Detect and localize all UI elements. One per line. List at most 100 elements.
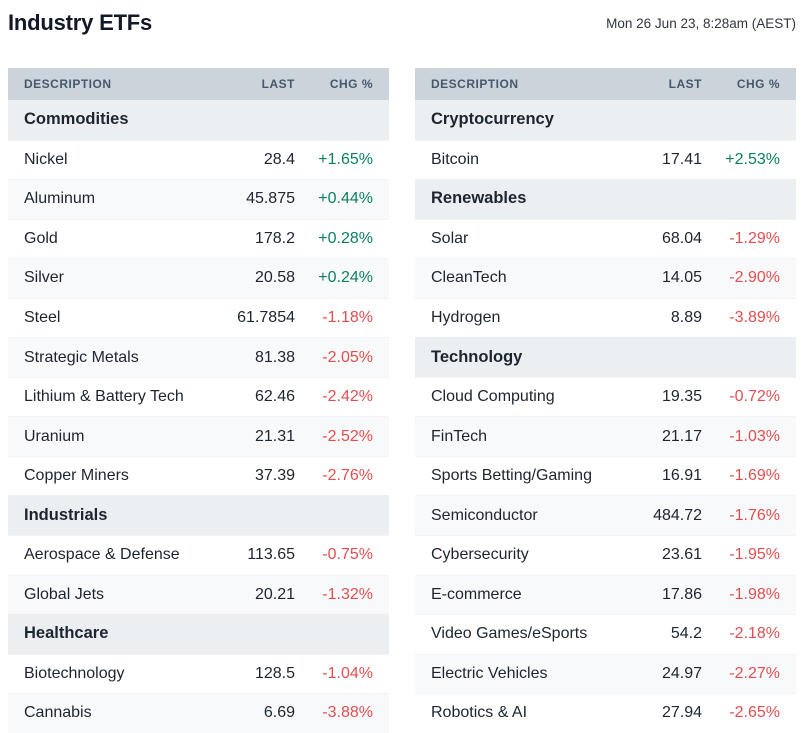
- category-row: Healthcare: [8, 614, 389, 654]
- etf-name: CleanTech: [431, 269, 507, 287]
- category-row: Cryptocurrency: [415, 100, 796, 140]
- category-label: Commodities: [24, 110, 129, 129]
- etf-name: Strategic Metals: [24, 348, 139, 366]
- etf-last: 28.4: [263, 150, 295, 168]
- etf-change: +0.44%: [318, 190, 373, 208]
- etf-row: E-commerce 17.86 -1.98%: [415, 574, 796, 615]
- etf-change: -1.32%: [322, 585, 373, 603]
- category-label: Healthcare: [24, 624, 109, 643]
- etf-last: 37.39: [254, 467, 295, 485]
- etf-change: -1.76%: [729, 506, 780, 524]
- etf-change: -2.27%: [729, 664, 780, 682]
- etf-row: Bitcoin 17.41 +2.53%: [415, 139, 796, 180]
- etf-row: Strategic Metals 81.38 -2.05%: [8, 337, 389, 377]
- etf-row: Global Jets 20.21 -1.32%: [8, 574, 389, 615]
- category-label: Renewables: [431, 189, 527, 208]
- col-header-last: LAST: [668, 77, 702, 91]
- etf-last: 62.46: [254, 388, 295, 406]
- etf-name: Solar: [431, 229, 469, 247]
- etf-last: 61.7854: [237, 309, 295, 326]
- etf-change: +0.28%: [318, 229, 373, 247]
- page-title: Industry ETFs: [8, 10, 153, 35]
- etf-name: Global Jets: [24, 585, 105, 603]
- topbar: Industry ETFs Mon 26 Jun 23, 8:28am (AES…: [0, 0, 804, 40]
- etf-last: 6.69: [263, 704, 295, 722]
- etf-last: 68.04: [661, 229, 702, 247]
- etf-last: 8.89: [670, 309, 702, 326]
- etf-row: CleanTech 14.05 -2.90%: [415, 258, 796, 298]
- etf-name: Copper Miners: [24, 467, 129, 485]
- etf-name: Semiconductor: [431, 506, 538, 524]
- etf-last: 21.31: [254, 427, 295, 445]
- etf-name: Lithium & Battery Tech: [24, 388, 184, 406]
- etf-row: Gold 178.2 +0.28%: [8, 218, 389, 259]
- etf-name: Bitcoin: [431, 150, 480, 168]
- etf-name: Cybersecurity: [431, 546, 529, 564]
- etf-name: FinTech: [431, 427, 488, 445]
- etf-name: Biotechnology: [24, 664, 125, 682]
- etf-row: Uranium 21.31 -2.52%: [8, 416, 389, 456]
- etf-last: 20.21: [254, 585, 295, 603]
- etf-row: Aluminum 45.875 +0.44%: [8, 179, 389, 219]
- etf-last: 128.5: [254, 664, 295, 682]
- etf-name: Electric Vehicles: [431, 664, 548, 682]
- etf-last: 54.2: [670, 625, 702, 643]
- etf-last: 14.05: [661, 269, 702, 287]
- etf-table-right: DESCRIPTION LAST CHG % Cryptocurrency Bitcoi…: [415, 68, 796, 733]
- etf-change: -2.42%: [322, 388, 373, 406]
- etf-row: Nickel 28.4 +1.65%: [8, 139, 389, 180]
- etf-change: -0.75%: [322, 546, 373, 564]
- category-label: Cryptocurrency: [431, 110, 554, 129]
- etf-row: Aerospace & Defense 113.65 -0.75%: [8, 535, 389, 575]
- etf-change: -2.76%: [322, 467, 373, 485]
- category-row: Renewables: [415, 179, 796, 219]
- col-header-chg: CHG %: [329, 77, 373, 91]
- etf-row: FinTech 21.17 -1.03%: [415, 416, 796, 456]
- etf-name: Robotics & AI: [431, 704, 528, 722]
- tables-container: DESCRIPTION LAST CHG % Commodities Nickel 28.…: [8, 68, 796, 733]
- etf-change: -1.98%: [729, 585, 780, 603]
- etf-change: -2.90%: [729, 269, 780, 287]
- etf-change: -2.52%: [322, 427, 373, 445]
- etf-change: -2.18%: [729, 625, 780, 643]
- etf-last: 20.58: [254, 269, 295, 287]
- etf-change: +2.53%: [725, 150, 780, 168]
- etf-name: Uranium: [24, 427, 85, 445]
- etf-name: Cloud Computing: [431, 388, 555, 406]
- timestamp: Mon 26 Jun 23, 8:28am (AEST): [606, 15, 796, 31]
- etf-change: -2.65%: [729, 704, 780, 722]
- etf-row: Cloud Computing 19.35 -0.72%: [415, 376, 796, 417]
- etf-name: Silver: [24, 269, 65, 287]
- etf-change: -3.89%: [729, 309, 780, 326]
- etf-row: Silver 20.58 +0.24%: [8, 258, 389, 298]
- etf-name: Gold: [24, 229, 58, 247]
- etf-row: Electric Vehicles 24.97 -2.27%: [415, 653, 796, 694]
- etf-change: -1.03%: [729, 427, 780, 445]
- etf-last: 19.35: [661, 388, 702, 406]
- etf-change: +1.65%: [318, 150, 373, 168]
- etf-change: -1.18%: [322, 309, 373, 326]
- etf-row: Semiconductor 484.72 -1.76%: [415, 495, 796, 536]
- etf-change: -1.69%: [729, 467, 780, 485]
- etf-row: Robotics & AI 27.94 -2.65%: [415, 693, 796, 733]
- etf-last: 16.91: [661, 467, 702, 485]
- etf-last: 484.72: [653, 506, 702, 524]
- etf-row: Hydrogen 8.89 -3.89%: [415, 297, 796, 338]
- etf-last: 45.875: [246, 190, 295, 208]
- col-header-last: LAST: [261, 77, 295, 91]
- etf-row: Cannabis 6.69 -3.88%: [8, 693, 389, 733]
- etf-name: Aluminum: [24, 190, 96, 208]
- etf-row: Lithium & Battery Tech 62.46 -2.42%: [8, 376, 389, 417]
- etf-name: Steel: [24, 309, 61, 326]
- etf-last: 17.86: [661, 585, 702, 603]
- etf-row: Copper Miners 37.39 -2.76%: [8, 455, 389, 496]
- etf-change: -1.04%: [322, 664, 373, 682]
- etf-name: E-commerce: [431, 585, 522, 603]
- etf-last: 27.94: [661, 704, 702, 722]
- etf-change: -2.05%: [322, 348, 373, 366]
- etf-last: 17.41: [661, 150, 702, 168]
- etf-name: Video Games/eSports: [431, 625, 588, 643]
- etf-change: -3.88%: [322, 704, 373, 722]
- etf-last: 81.38: [254, 348, 295, 366]
- etf-name: Hydrogen: [431, 309, 501, 326]
